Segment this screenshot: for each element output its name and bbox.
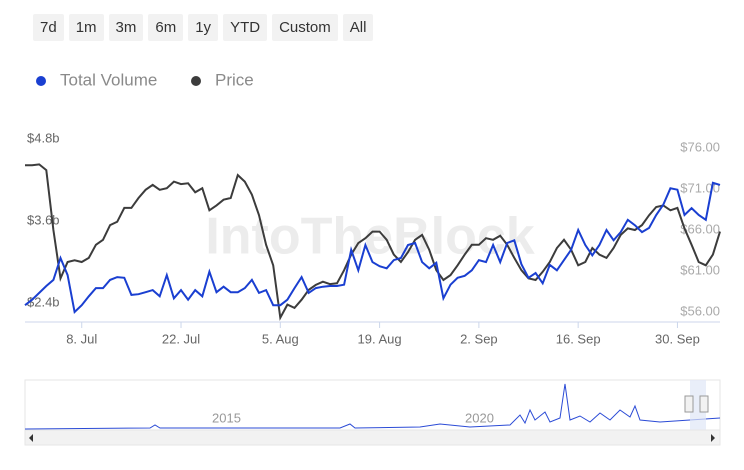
navigator-mask: [690, 380, 706, 430]
range-button[interactable]: 6m: [148, 14, 184, 41]
legend-label[interactable]: Price: [215, 70, 254, 89]
legend-marker[interactable]: [191, 76, 201, 86]
x-tick-label: 16. Sep: [556, 331, 601, 346]
range-button[interactable]: YTD: [223, 14, 268, 41]
range-button[interactable]: 3m: [108, 14, 144, 41]
range-button[interactable]: Custom: [272, 14, 338, 41]
x-tick-label: 2. Sep: [460, 331, 498, 346]
y2-tick-label: $71.00: [680, 180, 720, 195]
y-tick-label: $3.6b: [27, 212, 60, 227]
navigator-line: [24, 383, 721, 430]
y2-tick-label: $66.00: [680, 221, 720, 236]
x-tick-label: 5. Aug: [262, 331, 299, 346]
legend-marker[interactable]: [36, 76, 46, 86]
x-tick-label: 19. Aug: [358, 331, 402, 346]
scroll-left[interactable]: [29, 434, 33, 442]
scroll-right[interactable]: [711, 434, 715, 442]
range-button[interactable]: 7d: [33, 14, 64, 41]
range-button[interactable]: 1m: [68, 14, 104, 41]
y-tick-label: $2.4b: [27, 294, 60, 309]
range-button[interactable]: 1y: [188, 14, 219, 41]
range-button[interactable]: All: [342, 14, 374, 41]
x-tick-label: 22. Jul: [162, 331, 200, 346]
scrollbar[interactable]: [24, 429, 721, 446]
navigator-label: 2020: [465, 410, 494, 425]
y2-tick-label: $61.00: [680, 262, 720, 277]
y-tick-label: $4.8b: [27, 130, 60, 145]
navigator-label: 2015: [212, 410, 241, 425]
navigator-handle[interactable]: [699, 395, 709, 413]
y2-tick-label: $76.00: [680, 139, 720, 154]
legend-label[interactable]: Total Volume: [60, 70, 157, 89]
series-line: [24, 181, 721, 314]
x-tick-label: 30. Sep: [655, 331, 700, 346]
y2-tick-label: $56.00: [680, 303, 720, 318]
range-selector: 7d 1m 3m 6m 1y YTD Custom All: [33, 14, 374, 41]
navigator-handle[interactable]: [684, 395, 694, 413]
x-tick-label: 8. Jul: [66, 331, 97, 346]
series-line: [25, 163, 721, 321]
navigator: [24, 379, 721, 431]
